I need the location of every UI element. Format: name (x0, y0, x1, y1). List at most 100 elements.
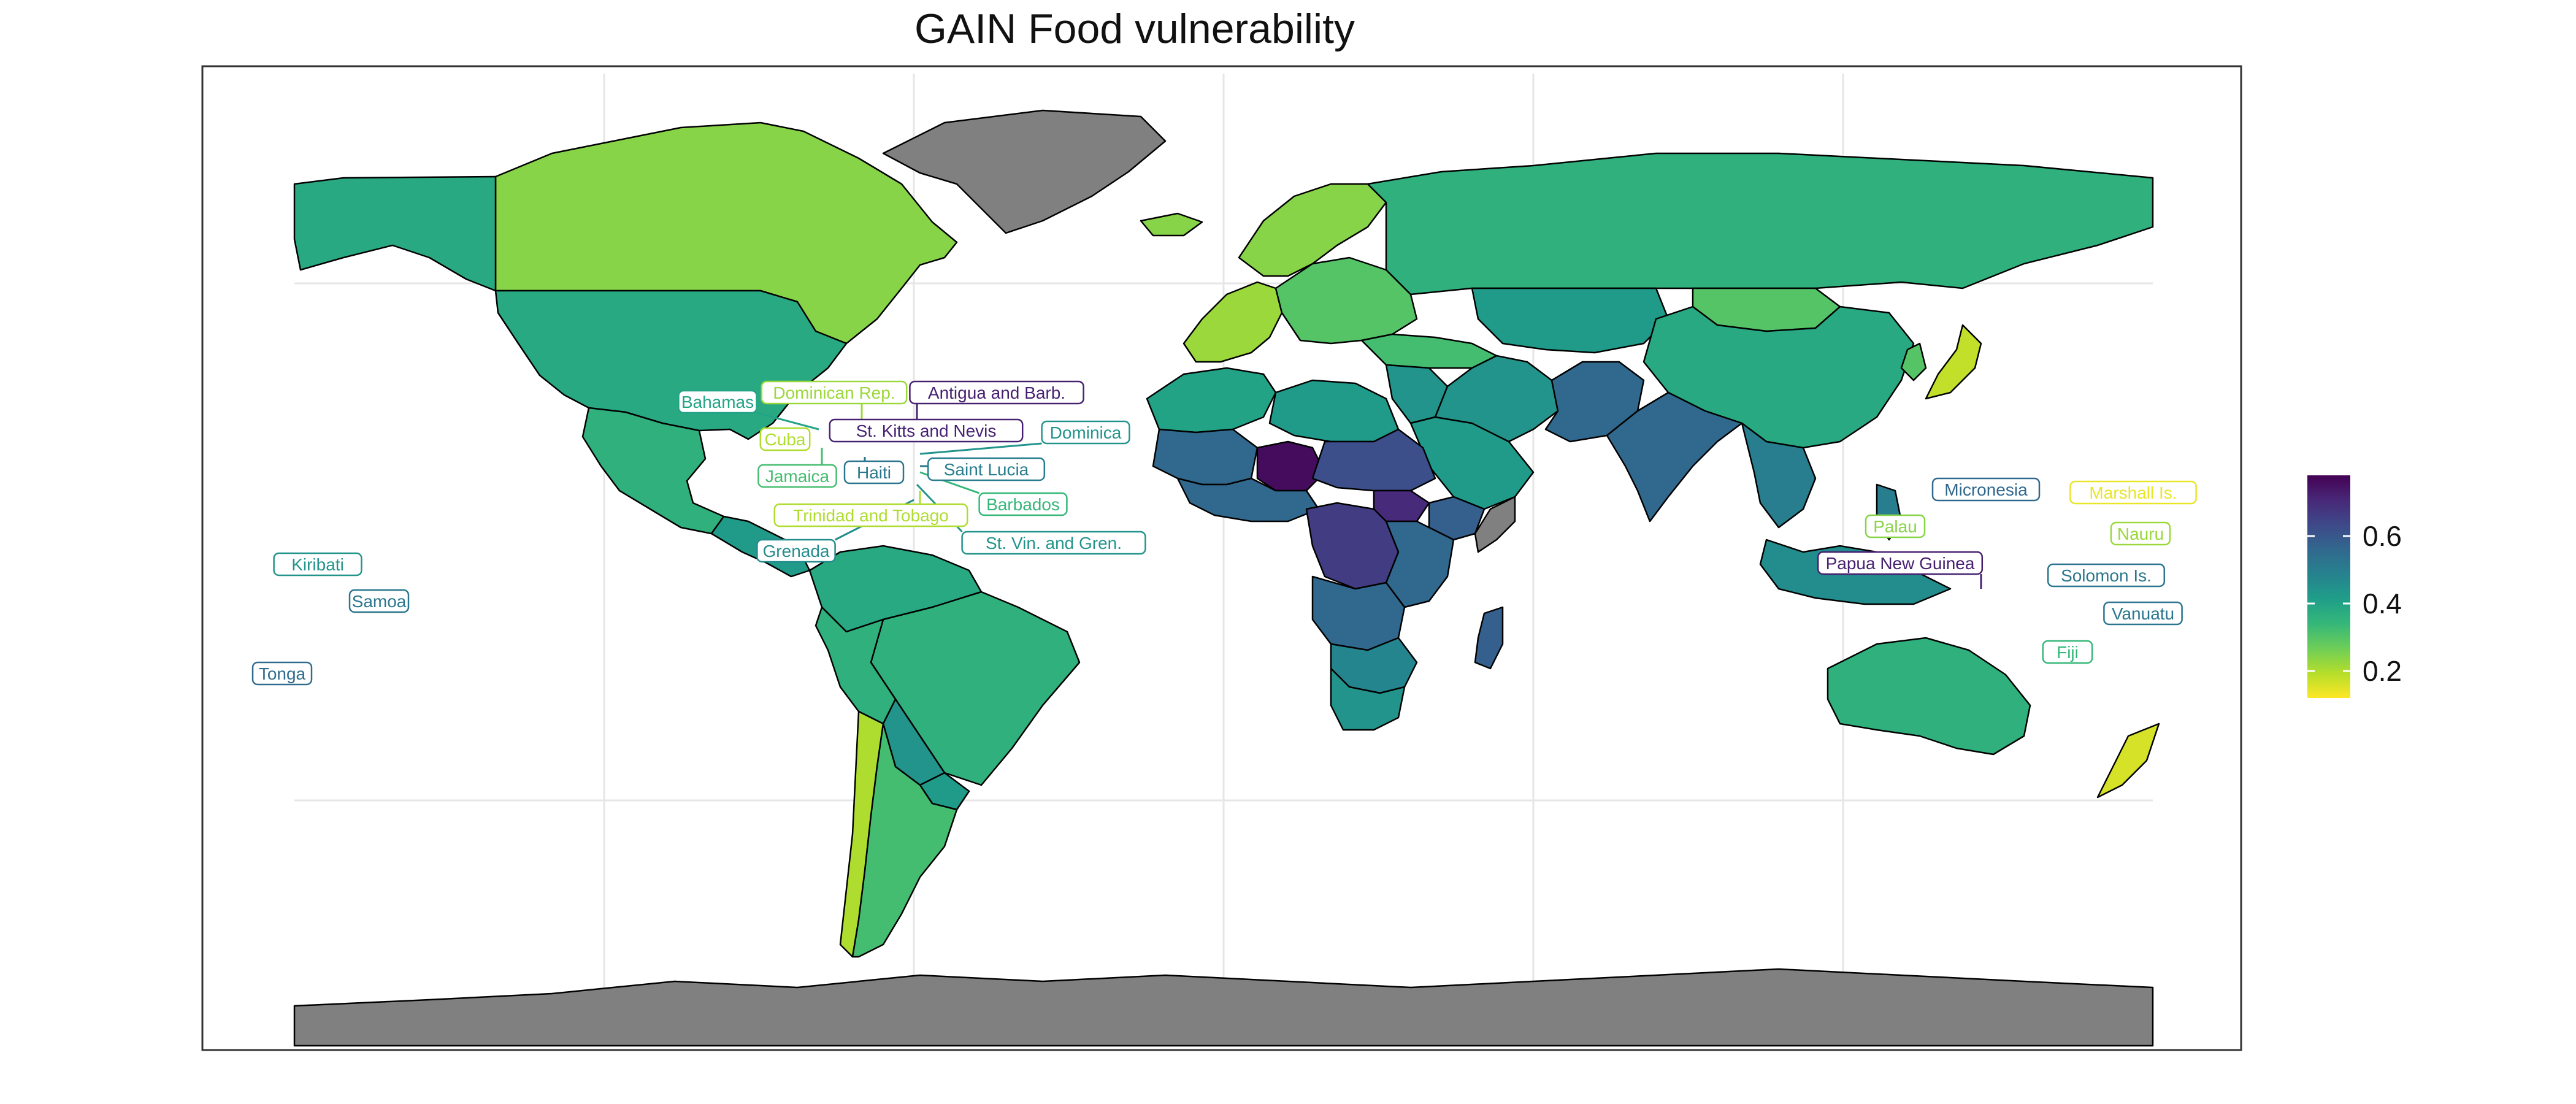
region-united-states (494, 289, 848, 440)
region-chad-sudan (1311, 428, 1436, 492)
label-haiti: Haiti (857, 463, 891, 482)
region-india (1606, 391, 1743, 523)
callout-dominica: Dominica (1041, 420, 1130, 445)
label-papua-new-guinea: Papua New Guinea (1826, 554, 1975, 573)
callout-antigua-and-barb: Antigua and Barb. (909, 380, 1084, 405)
callout-saint-lucia: Saint Lucia (927, 457, 1046, 481)
label-jamaica: Jamaica (765, 467, 830, 486)
callout-box (1865, 514, 1926, 539)
callout-dominican-rep: Dominican Rep. (761, 380, 908, 405)
label-cuba: Cuba (765, 430, 806, 449)
callout-box (756, 539, 836, 563)
callout-fiji: Fiji (2042, 640, 2093, 664)
label-dominica: Dominica (1050, 423, 1122, 442)
label-marshall-is: Marshall Is. (2089, 483, 2177, 502)
callout-cuba: Cuba (759, 427, 811, 451)
callout-samoa: Samoa (348, 589, 410, 613)
callout-box (678, 389, 757, 414)
callout-box (2069, 480, 2197, 505)
callout-box (773, 503, 968, 527)
callout-palau: Palau (1865, 514, 1926, 539)
callout-box (1931, 477, 2041, 502)
label-tonga: Tonga (259, 664, 306, 683)
label-st-kitts-and-nevis: St. Kitts and Nevis (856, 421, 997, 440)
callout-box (761, 380, 908, 405)
label-dominican-rep: Dominican Rep. (773, 383, 895, 402)
callout-papua-new-guinea: Papua New Guinea (1817, 551, 1984, 575)
callout-grenada: Grenada (756, 539, 836, 563)
callout-bahamas: Bahamas (678, 389, 757, 414)
label-solomon-is: Solomon Is. (2061, 566, 2152, 585)
region-east-africa (1385, 520, 1455, 608)
region-iceland (1140, 212, 1203, 237)
callout-box (961, 531, 1146, 555)
callout-box (2103, 601, 2183, 626)
region-kazakhstan (1471, 287, 1669, 354)
region-alaska (293, 175, 497, 292)
callout-solomon-is: Solomon Is. (2047, 563, 2166, 588)
label-kiribati: Kiribati (291, 555, 344, 574)
label-trinidad-and-tobago: Trinidad and Tobago (793, 506, 949, 525)
callout-box (273, 552, 362, 577)
label-vanuatu: Vanuatu (2112, 604, 2174, 623)
region-argentina (851, 723, 958, 958)
region-russia (1367, 152, 2154, 296)
region-australia (1827, 637, 2031, 756)
region-angola-zambia (1311, 575, 1406, 651)
region-west-africa (1176, 477, 1320, 523)
label-bahamas: Bahamas (681, 393, 754, 412)
callout-barbados: Barbados (978, 492, 1068, 516)
callout-box (759, 427, 811, 451)
region-greenland (882, 109, 1167, 234)
label-grenada: Grenada (763, 542, 830, 561)
legend-tick-label: 0.2 (2363, 655, 2402, 687)
region-japan (1925, 324, 1982, 400)
label-barbados: Barbados (986, 495, 1060, 514)
region-mainland-southeast-asia (1741, 422, 1817, 529)
region-antarctica (293, 968, 2154, 1047)
region-new-zealand (2096, 723, 2160, 799)
label-fiji: Fiji (2057, 643, 2079, 662)
region-south-africa (1330, 667, 1406, 731)
callout-box (829, 418, 1024, 443)
region-korea (1900, 342, 1927, 381)
leader-line-bahamas (756, 412, 819, 431)
leader-line-dominica (919, 442, 1042, 455)
callout-box (1041, 420, 1130, 445)
callout-box (843, 460, 905, 485)
label-palau: Palau (1873, 517, 1917, 536)
callout-box (2042, 640, 2093, 664)
callout-nauru: Nauru (2110, 521, 2171, 546)
legend-tick-label: 0.4 (2363, 588, 2402, 619)
callout-haiti: Haiti (843, 460, 905, 485)
callout-kiribati: Kiribati (273, 552, 362, 577)
region-niger (1256, 440, 1326, 492)
callout-marshall-is: Marshall Is. (2069, 480, 2197, 505)
chart-title: GAIN Food vulnerability (914, 6, 1355, 52)
label-nauru: Nauru (2117, 524, 2164, 543)
callout-box (1817, 551, 1984, 575)
label-st-vin-and-gren: St. Vin. and Gren. (986, 534, 1122, 553)
region-scandinavia (1238, 183, 1387, 277)
label-saint-lucia: Saint Lucia (944, 460, 1029, 479)
legend-tick-label: 0.6 (2363, 520, 2402, 552)
callout-box (757, 464, 837, 488)
callout-vanuatu: Vanuatu (2103, 601, 2183, 626)
callout-micronesia: Micronesia (1931, 477, 2041, 502)
callout-box (927, 457, 1046, 481)
region-eastern-europe (1275, 256, 1418, 345)
label-micronesia: Micronesia (1944, 480, 2028, 499)
callout-box (251, 661, 313, 686)
label-antigua-and-barb: Antigua and Barb. (928, 383, 1065, 402)
callout-jamaica: Jamaica (757, 464, 837, 488)
callout-box (909, 380, 1084, 405)
label-samoa: Samoa (352, 592, 407, 611)
legend-colorbar (2307, 475, 2350, 698)
region-madagascar (1474, 606, 1504, 670)
callout-box (2047, 563, 2166, 588)
callout-trinidad-and-tobago: Trinidad and Tobago (773, 503, 968, 527)
callout-box (348, 589, 410, 613)
callout-box (2110, 521, 2171, 546)
callout-st-vin-and-gren: St. Vin. and Gren. (961, 531, 1146, 555)
callout-tonga: Tonga (251, 661, 313, 686)
